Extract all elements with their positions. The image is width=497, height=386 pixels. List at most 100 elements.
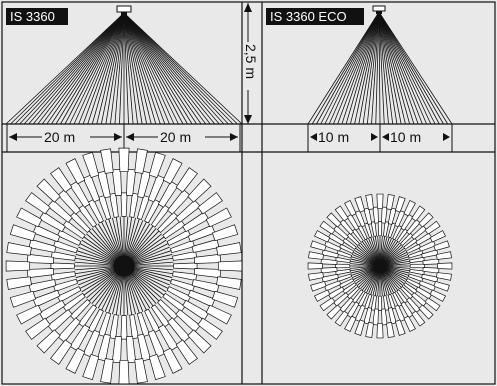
zone-segment [162,158,183,185]
zone-segment [212,224,239,242]
fan-ray [358,11,380,125]
fan-ray [64,12,125,125]
zone-segment [137,170,152,199]
zone-segment [25,317,51,340]
fan-ray [123,12,184,125]
fan-ray [69,12,125,125]
fan-ray [378,11,394,125]
fan-ray [55,12,125,125]
zone-segment [187,329,212,354]
zone-segment [191,279,220,294]
zone-segment [411,310,426,327]
zone-segment [394,319,406,336]
zone-segment [418,304,434,320]
zone-segment [334,310,349,327]
zone-segment [162,347,183,374]
zone-segment [137,333,152,362]
fan-ray [123,12,175,125]
sensor-center-dot [373,259,387,273]
zone-segment [372,206,379,224]
fan-ray [32,12,125,125]
zone-segment [326,304,342,320]
zone-segment [50,339,73,365]
zone-segment [320,267,338,274]
zone-segment [335,263,351,269]
zone-segment [394,196,406,213]
left-sensor-icon [116,5,132,15]
zone-segment [9,224,36,242]
zone-segment [403,200,416,217]
zone-segment [16,304,43,325]
zone-segment [36,329,61,354]
zone-segment [126,335,137,364]
fan-ray [378,11,444,125]
zone-segment [212,290,239,308]
zone-segment [377,295,383,311]
fan-ray [123,12,129,125]
fan-ray [371,11,380,125]
zone-segment [5,260,31,272]
zone-segment [321,273,339,283]
zone-segment [320,258,338,265]
zone-segment [111,335,122,364]
fan-ray [328,11,380,125]
zone-segment [120,192,128,217]
fan-ray [19,12,125,125]
fan-ray [378,11,389,125]
zone-segment [25,192,51,215]
zone-segment [148,151,166,178]
fan-ray [123,12,148,125]
fan-ray [114,12,125,125]
zone-segment [433,280,450,292]
zone-segment [187,178,212,203]
zone-segment [191,238,220,253]
fan-ray [14,12,125,125]
fan-ray [362,11,380,125]
zone-segment [50,271,76,281]
fan-ray [378,11,381,125]
fan-ray [46,12,125,125]
zone-segment [109,192,119,218]
svg-text:20 m: 20 m [44,129,75,145]
zone-segment [173,262,198,270]
zone-segment [126,168,137,197]
zone-segment [354,196,366,213]
fan-ray [316,11,380,125]
fan-ray [123,12,229,125]
fan-ray [378,11,436,125]
fan-ray [123,12,216,125]
fan-ray [91,12,125,125]
zone-segment [310,240,327,252]
fan-ray [123,12,243,125]
svg-text:10 m: 10 m [390,129,421,145]
zone-segment [418,212,434,228]
zone-segment [50,251,76,261]
zone-segment [365,194,374,210]
fan-ray [307,11,380,125]
zone-segment [376,323,384,339]
zone-segment [65,158,86,185]
zone-segment [175,339,198,365]
zone-segment [100,148,114,174]
fan-ray [23,12,125,125]
zone-segment [148,354,166,381]
fan-ray [123,12,207,125]
zone-segment [387,307,397,325]
zone-segment [411,205,426,222]
zone-segment [386,194,395,210]
fan-ray [10,12,125,125]
zone-segment [6,276,32,290]
right-top-view-detection-pattern [307,193,453,339]
fan-ray [378,11,398,125]
fan-ray [123,12,197,125]
fan-ray [123,12,211,125]
zone-segment [421,249,439,259]
zone-segment [36,178,61,203]
zone-segment [365,322,374,338]
fan-ray [123,12,166,125]
fan-ray [311,11,380,125]
fan-ray [375,11,380,125]
zone-segment [314,230,331,243]
fan-ray [378,11,432,125]
fan-ray [366,11,380,125]
